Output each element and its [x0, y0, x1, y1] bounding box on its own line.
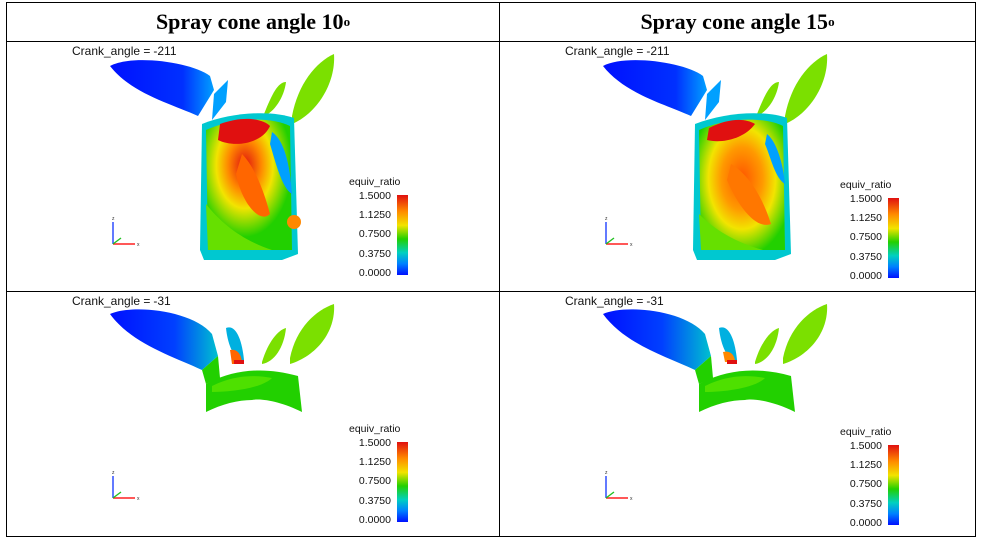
- colorbar: [397, 442, 408, 522]
- legend-tick: 1.1250: [849, 459, 882, 471]
- legend-tick: 0.7500: [849, 478, 882, 490]
- svg-text:z: z: [112, 470, 115, 476]
- column-divider: [499, 3, 500, 536]
- panel-top-right: Crank_angle = -211: [500, 42, 975, 291]
- cfd-contour-image: [110, 54, 335, 260]
- degree-superscript: o: [828, 14, 835, 29]
- colorbar: [888, 445, 899, 525]
- colorbar-legend: equiv_ratio 1.5000 1.1250 0.7500 0.3750 …: [347, 423, 447, 533]
- legend-title: equiv_ratio: [349, 423, 401, 435]
- column-header-10-text: Spray cone angle 10: [155, 9, 344, 34]
- row-divider: [7, 291, 975, 292]
- column-header-10: Spray cone angle 10 o: [7, 3, 499, 41]
- axis-triad-icon: z x: [605, 216, 633, 248]
- legend-tick: 1.5000: [358, 190, 391, 202]
- legend-tick: 1.1250: [358, 456, 391, 468]
- cfd-contour-image: [110, 304, 335, 412]
- legend-tick: 0.7500: [358, 228, 391, 240]
- legend-tick: 0.0000: [358, 514, 391, 526]
- legend-tick: 0.7500: [358, 475, 391, 487]
- colorbar: [397, 195, 408, 275]
- svg-text:x: x: [630, 496, 633, 502]
- axis-triad-icon: z x: [112, 216, 140, 248]
- legend-title: equiv_ratio: [840, 179, 892, 191]
- legend-tick: 0.0000: [849, 270, 882, 282]
- legend-tick: 0.0000: [849, 517, 882, 529]
- panel-bottom-left: Crank_angle = -31 z x equiv_rat: [7, 292, 499, 536]
- axis-triad-icon: z x: [112, 470, 140, 502]
- legend-title: equiv_ratio: [840, 426, 892, 438]
- legend-title: equiv_ratio: [349, 176, 401, 188]
- legend-tick: 1.1250: [849, 212, 882, 224]
- svg-text:z: z: [112, 216, 115, 222]
- figure-table: Spray cone angle 10 o Spray cone angle 15…: [6, 2, 976, 537]
- colorbar-legend: equiv_ratio 1.5000 1.1250 0.7500 0.3750 …: [838, 426, 938, 536]
- legend-tick: 0.3750: [849, 251, 882, 263]
- svg-text:x: x: [630, 242, 633, 248]
- cfd-contour-image: [603, 304, 828, 412]
- legend-tick: 0.3750: [358, 495, 391, 507]
- panel-top-left: Crank_angle = -211: [7, 42, 499, 291]
- svg-text:x: x: [137, 496, 140, 502]
- panel-bottom-right: Crank_angle = -31 z x equiv_rat: [500, 292, 975, 536]
- legend-tick: 0.7500: [849, 231, 882, 243]
- crank-angle-label: Crank_angle = -211: [72, 44, 177, 58]
- colorbar: [888, 198, 899, 278]
- svg-text:z: z: [605, 470, 608, 476]
- svg-text:x: x: [137, 242, 140, 248]
- svg-text:z: z: [605, 216, 608, 222]
- crank-angle-label: Crank_angle = -31: [565, 294, 664, 308]
- legend-tick: 0.3750: [849, 498, 882, 510]
- legend-tick: 0.0000: [358, 267, 391, 279]
- degree-superscript: o: [343, 14, 351, 29]
- crank-angle-label: Crank_angle = -31: [72, 294, 171, 308]
- legend-tick: 1.5000: [358, 437, 391, 449]
- crank-angle-label: Crank_angle = -211: [565, 44, 670, 58]
- legend-tick: 1.5000: [849, 440, 882, 452]
- colorbar-legend: equiv_ratio 1.5000 1.1250 0.7500 0.3750 …: [347, 176, 447, 286]
- column-header-15: Spray cone angle 15 o: [500, 3, 975, 41]
- axis-triad-icon: z x: [605, 470, 633, 502]
- cfd-contour-image: [603, 54, 828, 260]
- legend-tick: 0.3750: [358, 248, 391, 260]
- colorbar-legend: equiv_ratio 1.5000 1.1250 0.7500 0.3750 …: [838, 179, 938, 289]
- legend-tick: 1.1250: [358, 209, 391, 221]
- legend-tick: 1.5000: [849, 193, 882, 205]
- column-header-15-text: Spray cone angle 15: [640, 9, 829, 34]
- header-divider: [7, 41, 975, 42]
